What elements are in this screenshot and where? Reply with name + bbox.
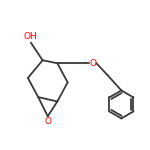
Text: OH: OH — [23, 32, 37, 41]
Text: O: O — [44, 117, 51, 126]
Text: O: O — [89, 59, 96, 68]
